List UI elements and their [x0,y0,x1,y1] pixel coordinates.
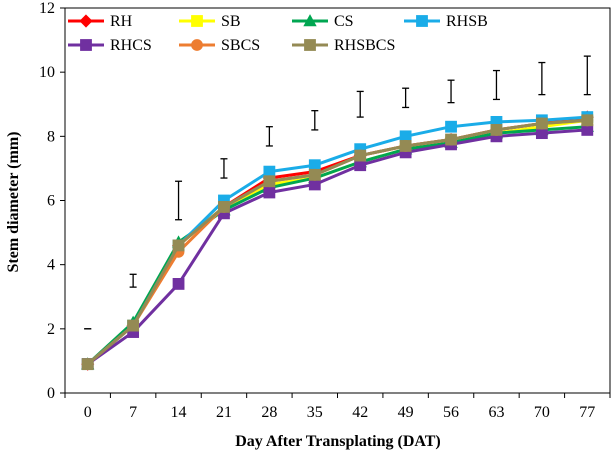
data-point-rhcs [263,186,276,199]
data-point-rhsbcs [308,168,321,181]
error-bar [492,69,500,101]
data-point-rhsbcs [535,117,548,130]
x-tick-label: 63 [488,404,504,421]
x-tick-label: 49 [398,404,414,421]
series-line-rh [86,115,588,366]
legend-item-rhsb: RHSB [404,13,488,30]
ticks: 0 2 4 6 8 10 12 0 7 14 21 28 35 42 49 56 63 70 77 [39,0,611,421]
error-bar [129,273,137,288]
data-point-rhsbcs [172,239,185,252]
data-point-rhsbcs [581,114,594,127]
y-tick-label: 0 [47,385,55,402]
data-point-rhsbcs [445,133,457,146]
data-point-rhsbcs [218,201,230,213]
error-bar [447,79,455,104]
data-point-rhcs [172,278,185,290]
error-bar [175,180,183,221]
legend-label: RHSBCS [334,37,395,54]
legend-label: RHCS [110,37,152,54]
series-line-rhsbcs [86,118,588,366]
y-tick-label: 10 [39,64,55,81]
axes [64,7,611,394]
series-rh [81,110,594,371]
legend-label: SBCS [221,37,260,54]
x-tick-label: 14 [171,404,187,421]
data-point-rhsbcs [354,149,367,162]
legend-swatch-marker [80,39,92,51]
x-axis-title: Day After Transplating (DAT) [235,433,440,450]
legend-swatch-marker [304,39,316,51]
data-point-rhsbcs [263,175,276,188]
y-tick-label: 12 [39,0,55,17]
y-tick-label: 4 [47,257,55,274]
legend-swatch-marker [303,14,317,27]
data-point-rhsbcs [81,358,94,371]
y-tick-label: 6 [47,193,55,210]
error-bar [402,87,410,109]
x-tick-label: 70 [534,404,550,421]
error-bar [265,126,273,147]
x-tick-label: 7 [129,404,137,421]
series-line-cs [86,125,588,366]
series-lines [81,110,594,371]
legend-label: SB [221,13,241,30]
x-tick-label: 28 [261,404,277,421]
x-tick-label: 56 [443,404,459,421]
x-tick-label: 42 [352,404,368,421]
plot-area-border [64,7,611,394]
series-line-rhsb [86,115,588,366]
legend-swatch-marker [79,14,93,28]
legend-item-rhsbcs: RHSBCS [292,37,395,54]
error-bar [538,61,546,96]
data-point-rhsbcs [399,140,412,152]
series-sbcs [81,114,594,371]
x-tick-label: 0 [84,404,92,421]
legend-swatch-marker [191,39,203,51]
legend-label: RHSB [446,13,488,30]
series-sb [81,114,594,371]
error-bars [84,55,591,330]
legend-swatch-marker [191,15,203,27]
data-point-rhsb [445,120,457,133]
error-bar [311,110,319,131]
legend-item-rhcs: RHCS [68,37,152,54]
x-tick-label: 77 [579,404,595,421]
legend-item-sbcs: SBCS [179,37,260,54]
legend-item-sb: SB [179,13,241,30]
series-rhcs [81,124,594,371]
y-tick-label: 8 [47,128,55,145]
data-point-rhsbcs [127,319,140,332]
series-rhsb [81,111,594,371]
error-bar [583,55,591,96]
error-bar [356,90,364,118]
legend-label: RH [110,13,133,30]
error-bar [220,158,228,179]
legend-swatch-marker [416,15,428,27]
data-point-rhsbcs [490,124,503,136]
legend-item-cs: CS [292,13,354,30]
x-tick-label: 21 [216,404,232,421]
y-tick-label: 2 [47,321,55,338]
series-line-rhcs [86,128,588,366]
series-rhsbcs [81,114,594,371]
legend-label: CS [334,13,354,30]
y-axis-title: Stem diameter (mm) [5,132,22,273]
legend-item-rh: RH [68,13,133,30]
x-tick-label: 35 [307,404,323,421]
